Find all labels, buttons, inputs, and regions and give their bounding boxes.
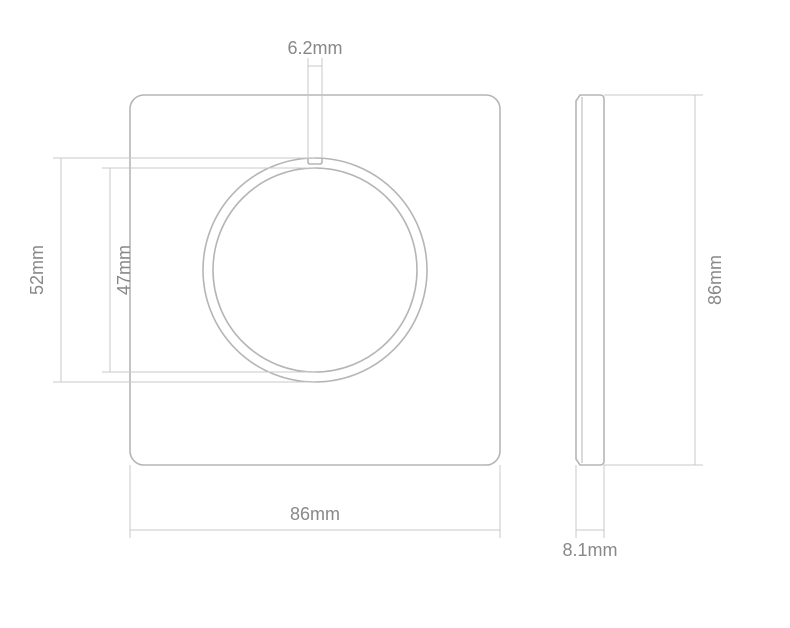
dim-label-side-height: 86mm	[705, 255, 725, 305]
dim-label-ring-outer-diameter: 52mm	[27, 245, 47, 295]
dial-ring-inner	[213, 168, 417, 372]
dimension-lines	[53, 58, 703, 538]
dim-label-notch-width: 6.2mm	[287, 38, 342, 58]
front-plate-outline	[130, 95, 500, 465]
dim-label-ring-inner-diameter: 47mm	[114, 245, 134, 295]
dial-ring-outer	[203, 158, 427, 382]
dim-label-side-depth: 8.1mm	[562, 540, 617, 560]
dim-label-front-width: 86mm	[290, 504, 340, 524]
side-view	[576, 95, 604, 465]
